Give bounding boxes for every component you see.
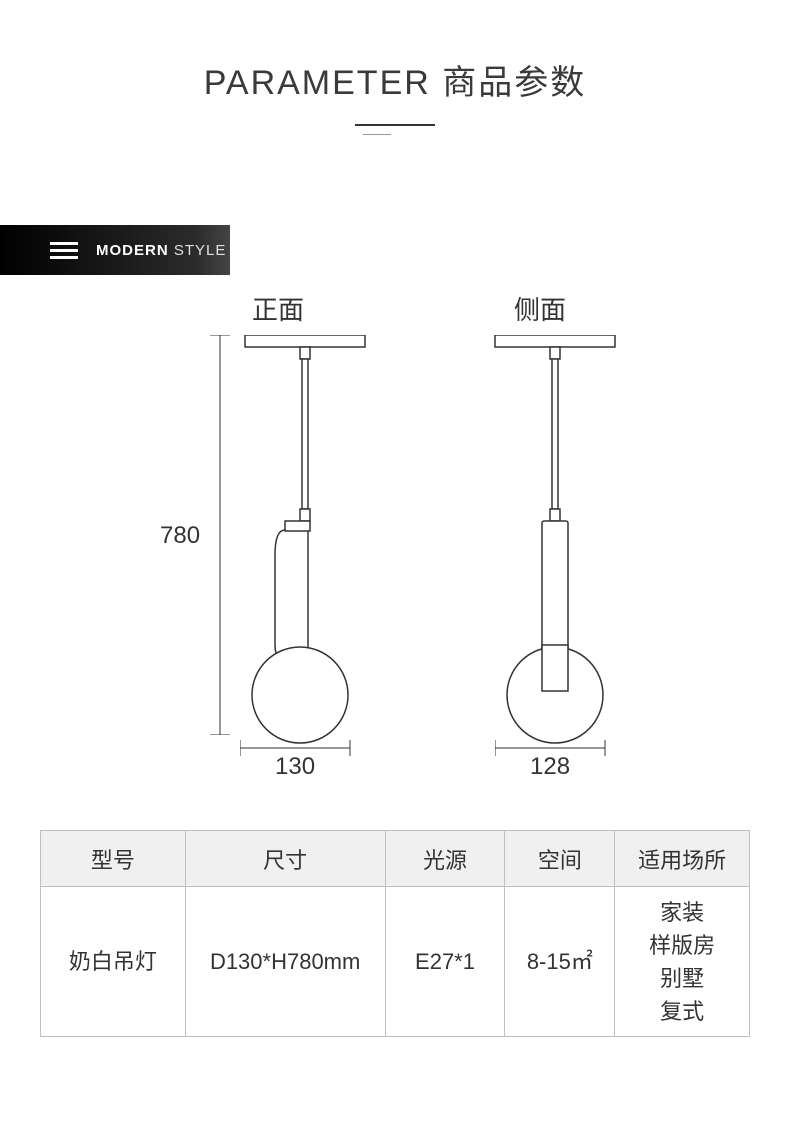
banner-text: MODERN STYLE [96, 242, 226, 259]
title-en: PARAMETER [204, 64, 431, 102]
title-sub-line [363, 134, 391, 135]
side-width-dim-value: 128 [530, 753, 570, 781]
height-dim-value: 780 [160, 522, 200, 550]
title-cn: 商品参数 [442, 64, 586, 102]
side-view-label: 侧面 [514, 290, 566, 327]
page-title-block: PARAMETER 商品参数 [0, 0, 790, 135]
spec-cell: 奶白吊灯 [41, 887, 186, 1037]
spec-cell: D130*H780mm [185, 887, 385, 1037]
spec-table-header-row: 型号尺寸光源空间适用场所 [41, 831, 750, 887]
spec-table-body: 奶白吊灯D130*H780mmE27*18-15㎡家装样版房别墅复式 [41, 887, 750, 1037]
style-banner: MODERN STYLE [0, 225, 230, 275]
front-view-label: 正面 [252, 290, 304, 327]
side-view-diagram [480, 335, 630, 755]
diagram-area: 正面 侧面 780 130 [0, 290, 790, 790]
banner-bold: MODERN [96, 242, 169, 259]
hamburger-icon [50, 238, 78, 263]
spec-col-header: 型号 [41, 831, 186, 887]
front-view-diagram [230, 335, 380, 755]
spec-col-header: 适用场所 [615, 831, 750, 887]
title-underline [355, 124, 435, 126]
page-title: PARAMETER 商品参数 [0, 55, 790, 104]
spec-col-header: 光源 [385, 831, 505, 887]
banner-light: STYLE [174, 242, 227, 259]
spec-col-header: 尺寸 [185, 831, 385, 887]
spec-table: 型号尺寸光源空间适用场所 奶白吊灯D130*H780mmE27*18-15㎡家装… [40, 830, 750, 1037]
spec-cell: 家装样版房别墅复式 [615, 887, 750, 1037]
front-width-dim-value: 130 [275, 753, 315, 781]
spec-row: 奶白吊灯D130*H780mmE27*18-15㎡家装样版房别墅复式 [41, 887, 750, 1037]
spec-cell: 8-15㎡ [505, 887, 615, 1037]
spec-cell: E27*1 [385, 887, 505, 1037]
spec-col-header: 空间 [505, 831, 615, 887]
